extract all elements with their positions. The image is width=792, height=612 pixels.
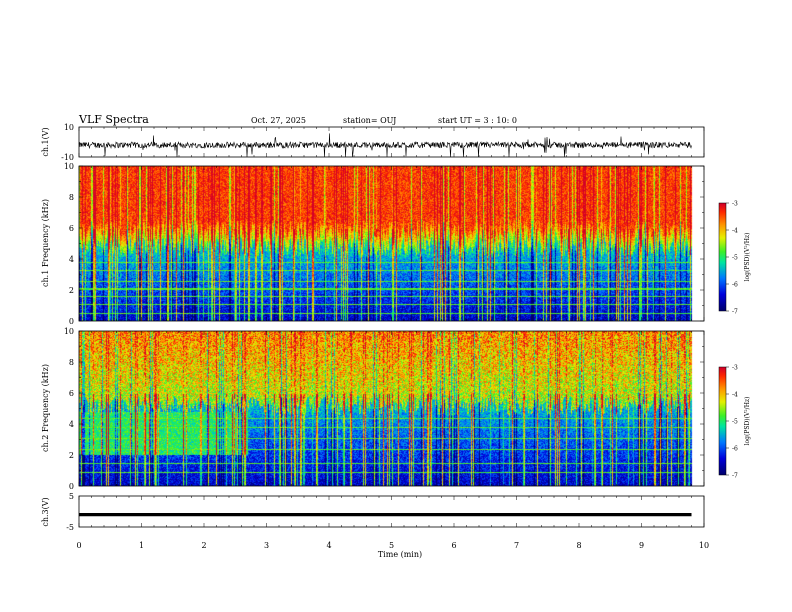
ch1-voltage-label: ch.1(V): [41, 127, 50, 156]
y-tick-label: 10: [64, 327, 74, 336]
x-tick-label: 3: [264, 541, 269, 550]
waveform-ch1-background: [79, 127, 704, 157]
station-label: station= OUJ: [343, 116, 396, 125]
start-ut-label: start UT = 3 : 10: 0: [438, 116, 517, 125]
waveform-ch3-panel: 5 -5 ch.3(V) 0 1 2 3 4 5 6 7 8 9 10 Time (min): [41, 492, 709, 559]
y-tick-label: 2: [69, 286, 74, 295]
x-tick-label: 6: [451, 541, 456, 550]
x-tick-label: 7: [514, 541, 519, 550]
waveform-ch1-trace: [78, 133, 692, 158]
waveform-ch3-ticks: [78, 496, 705, 527]
spectrogram-ch1-ticks: [78, 165, 705, 322]
x-tick-label: 1: [139, 541, 144, 550]
y-tick-label: 4: [69, 255, 74, 264]
figure-title: VLF Spectra: [78, 113, 149, 126]
colorbar-ch2-canvas: [719, 367, 726, 475]
y-tick-label: 0: [69, 482, 74, 491]
spectrogram-ch2-canvas: [79, 331, 704, 486]
colorbar-ch2-container: [719, 367, 726, 475]
x-tick-label: 10: [699, 541, 709, 550]
spectrogram-ch1-yticklabels: 0 2 4 6 8 10: [64, 162, 74, 326]
colorbar-ch1-label: log(PSD)(V²/Hz): [744, 233, 751, 282]
waveform-ch1-ticks: [78, 127, 705, 157]
ch3-voltage-label: ch.3(V): [41, 497, 50, 526]
ch3-ytick-top: 5: [69, 492, 74, 501]
waveform-ch1-panel: 10 -10 ch.1(V): [41, 123, 705, 162]
ch1-frequency-label: ch.1 Frequency (kHz): [41, 199, 50, 287]
colorbar-tick-label: -4: [732, 392, 738, 399]
colorbar-ch1-canvas: [719, 203, 726, 311]
time-axis-label: Time (min): [378, 550, 422, 559]
spectrogram-ch2-ticks: [78, 330, 705, 487]
spectrogram-ch1-container: [79, 166, 704, 321]
colorbar-tick-label: -3: [732, 365, 738, 372]
colorbar-ch2-label: log(PSD)(V²/Hz): [744, 397, 751, 446]
colorbar-tick-label: -7: [732, 309, 738, 316]
ch2-frequency-label: ch.2 Frequency (kHz): [41, 364, 50, 452]
y-tick-label: 2: [69, 451, 74, 460]
ch3-ytick-bottom: -5: [66, 523, 74, 532]
colorbar-ch2-ticks: -3 -4 -5 -6 -7: [726, 365, 738, 480]
colorbar-tick-label: -5: [732, 419, 738, 426]
y-tick-label: 4: [69, 420, 74, 429]
y-tick-label: 10: [64, 162, 74, 171]
colorbar-tick-label: -6: [732, 282, 738, 289]
colorbar-tick-label: -4: [732, 228, 738, 235]
x-tick-label: 5: [389, 541, 394, 550]
y-tick-label: 6: [69, 389, 74, 398]
spectrogram-ch2-container: [79, 331, 704, 486]
colorbar-ch1-ticks: -3 -4 -5 -6 -7: [726, 201, 738, 316]
colorbar-tick-label: -7: [732, 473, 738, 480]
y-tick-label: 6: [69, 224, 74, 233]
date-label: Oct. 27, 2025: [251, 116, 306, 125]
spectrogram-ch2-yticklabels: 0 2 4 6 8 10: [64, 327, 74, 491]
ch1-ytick-top: 10: [64, 123, 74, 132]
x-tick-label: 2: [201, 541, 206, 550]
x-tick-label: 0: [76, 541, 81, 550]
colorbar-ch1-container: [719, 203, 726, 311]
colorbar-tick-label: -3: [732, 201, 738, 208]
x-tick-label: 8: [576, 541, 581, 550]
y-tick-label: 0: [69, 317, 74, 326]
spectrogram-ch1-canvas: [79, 166, 704, 321]
time-axis-ticklabels: 0 1 2 3 4 5 6 7 8 9 10: [76, 541, 709, 550]
x-tick-label: 4: [326, 541, 331, 550]
colorbar-tick-label: -6: [732, 446, 738, 453]
waveform-ch3-background: [79, 496, 704, 527]
colorbar-tick-label: -5: [732, 255, 738, 262]
y-tick-label: 8: [69, 358, 74, 367]
y-tick-label: 8: [69, 193, 74, 202]
x-tick-label: 9: [639, 541, 644, 550]
ch1-ytick-bottom: -10: [61, 153, 74, 162]
